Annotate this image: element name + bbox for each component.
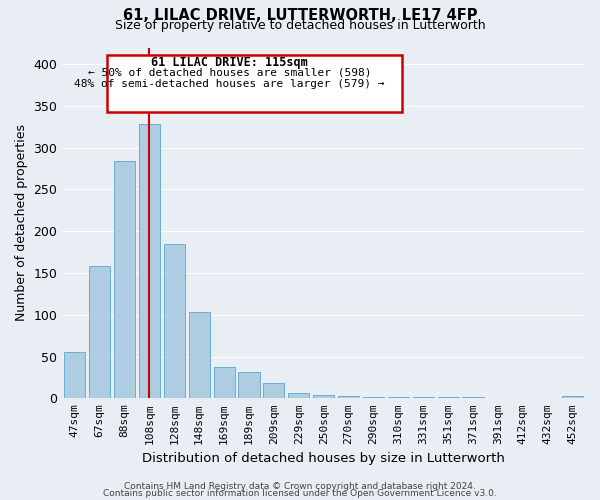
Y-axis label: Number of detached properties: Number of detached properties bbox=[15, 124, 28, 322]
Bar bbox=[338, 396, 359, 398]
Bar bbox=[562, 396, 583, 398]
Bar bbox=[89, 266, 110, 398]
Bar bbox=[313, 395, 334, 398]
Bar bbox=[188, 312, 210, 398]
Bar bbox=[288, 394, 310, 398]
Text: 61 LILAC DRIVE: 115sqm: 61 LILAC DRIVE: 115sqm bbox=[151, 56, 308, 70]
Bar bbox=[363, 396, 384, 398]
Text: 48% of semi-detached houses are larger (579) →: 48% of semi-detached houses are larger (… bbox=[74, 79, 385, 89]
Bar bbox=[139, 124, 160, 398]
Bar bbox=[114, 161, 135, 398]
Text: 61, LILAC DRIVE, LUTTERWORTH, LE17 4FP: 61, LILAC DRIVE, LUTTERWORTH, LE17 4FP bbox=[123, 8, 477, 22]
Text: Size of property relative to detached houses in Lutterworth: Size of property relative to detached ho… bbox=[115, 18, 485, 32]
Bar bbox=[238, 372, 260, 398]
X-axis label: Distribution of detached houses by size in Lutterworth: Distribution of detached houses by size … bbox=[142, 452, 505, 465]
Text: Contains public sector information licensed under the Open Government Licence v3: Contains public sector information licen… bbox=[103, 489, 497, 498]
Bar bbox=[214, 368, 235, 398]
Text: Contains HM Land Registry data © Crown copyright and database right 2024.: Contains HM Land Registry data © Crown c… bbox=[124, 482, 476, 491]
Bar bbox=[263, 384, 284, 398]
Bar bbox=[64, 352, 85, 399]
Bar bbox=[164, 244, 185, 398]
FancyBboxPatch shape bbox=[107, 54, 402, 112]
Text: ← 50% of detached houses are smaller (598): ← 50% of detached houses are smaller (59… bbox=[88, 68, 371, 78]
